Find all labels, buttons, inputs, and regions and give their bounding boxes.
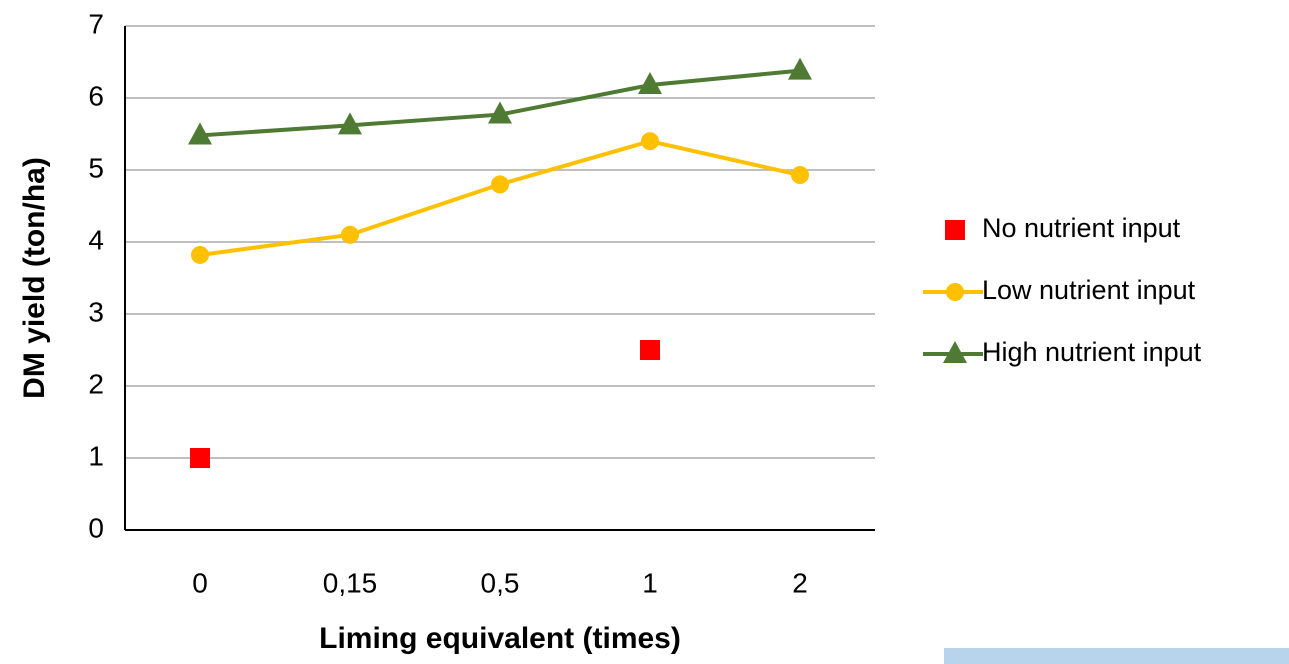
legend-label: Low nutrient input xyxy=(982,275,1196,305)
legend-label: High nutrient input xyxy=(982,337,1202,367)
x-tick-label: 2 xyxy=(792,567,808,598)
x-tick-label: 0 xyxy=(192,567,208,598)
y-tick-label: 4 xyxy=(88,224,104,255)
legend-marker xyxy=(945,220,965,240)
marker xyxy=(791,166,809,184)
marker xyxy=(191,246,209,264)
x-axis-title: Liming equivalent (times) xyxy=(319,622,681,655)
marker xyxy=(640,340,660,360)
marker xyxy=(190,448,210,468)
y-axis-title: DM yield (ton/ha) xyxy=(18,157,51,399)
marker xyxy=(491,175,509,193)
legend-marker xyxy=(946,283,964,301)
background xyxy=(0,0,1289,664)
marker xyxy=(641,132,659,150)
marker xyxy=(341,226,359,244)
x-tick-label: 0,5 xyxy=(481,567,520,598)
y-tick-label: 0 xyxy=(88,512,104,543)
y-tick-label: 5 xyxy=(88,152,104,183)
x-tick-label: 1 xyxy=(642,567,658,598)
y-tick-label: 6 xyxy=(88,80,104,111)
x-tick-label: 0,15 xyxy=(323,567,378,598)
chart: Liming equivalent (times) DM yield (ton/… xyxy=(0,0,1289,664)
y-tick-label: 3 xyxy=(88,296,104,327)
y-tick-label: 1 xyxy=(88,440,104,471)
y-tick-label: 2 xyxy=(88,368,104,399)
legend-label: No nutrient input xyxy=(982,213,1181,243)
y-tick-label: 7 xyxy=(88,8,104,39)
photo-edge xyxy=(944,648,1289,664)
